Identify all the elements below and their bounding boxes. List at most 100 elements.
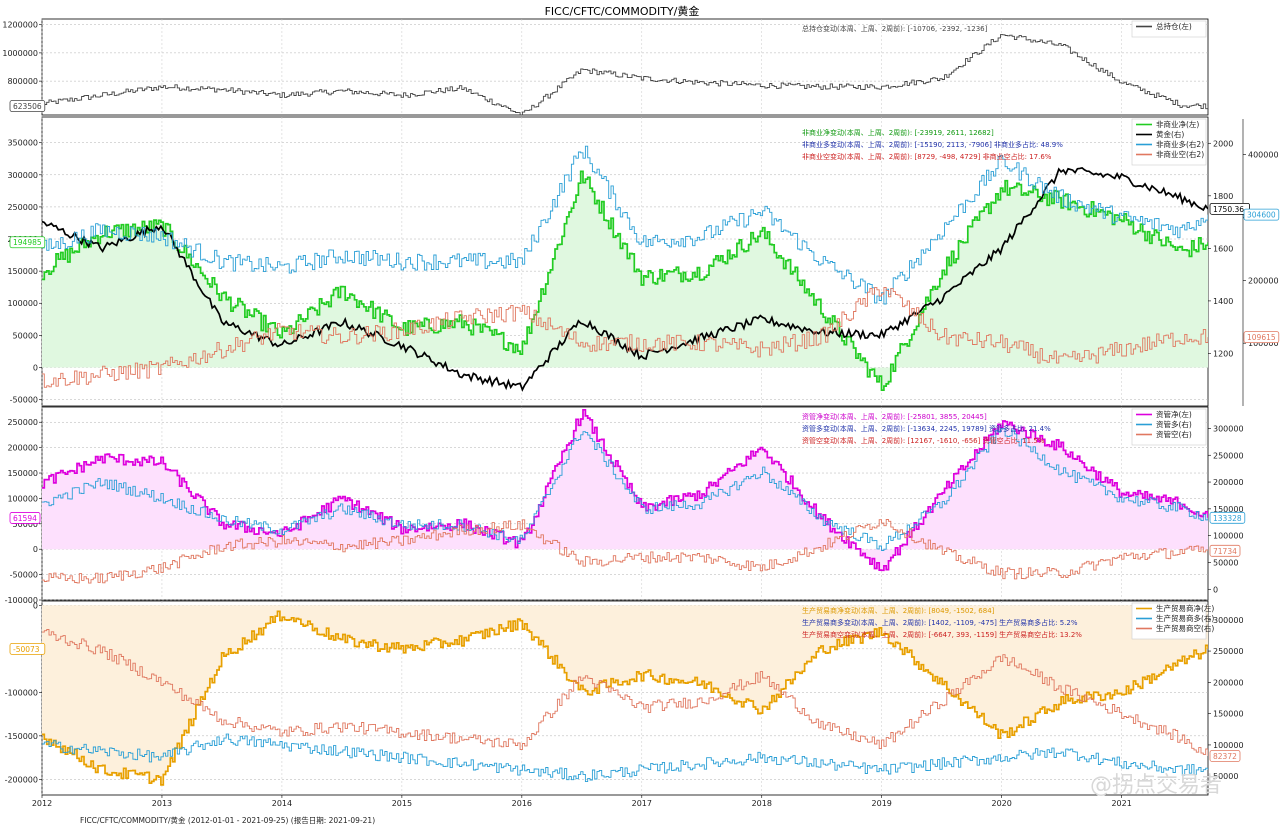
value-badge-box <box>1243 331 1280 344</box>
watermark: @拐点交易者 <box>1090 773 1222 798</box>
panel-open-interest: 1200000 1000000 800000 总持仓变动(本周、上周、2周前): [-… <box>2 18 1209 116</box>
value-badge-label: 71734 <box>1213 547 1237 556</box>
value-badge-label: 304600 <box>1247 211 1276 220</box>
left-tick-label: 350000 <box>7 139 38 148</box>
x-tick-label: 2018 <box>752 799 772 808</box>
right-tick-label: 1800 <box>1213 192 1233 201</box>
panel-annotation: 生产贸易商净变动(本周、上周、2周前): [8049, -1502, 684] <box>802 606 995 615</box>
value-badge: 194985 <box>9 236 46 249</box>
series-group <box>42 145 1208 392</box>
series-line-1-3 <box>42 287 1208 388</box>
left-tick-label: 150000 <box>7 267 38 276</box>
x-tick-label: 2014 <box>272 799 292 808</box>
right-tick-label: 100000 <box>1213 532 1244 541</box>
series-line-2-1 <box>42 428 1208 551</box>
left-tick-label: 250000 <box>7 203 38 212</box>
footer-caption: FICC/CFTC/COMMODITY/黄金 (2012-01-01 - 202… <box>80 815 375 825</box>
legend-label: 黄金(右) <box>1156 129 1184 139</box>
x-tick-label: 2015 <box>392 799 412 808</box>
left-tick-label: -100000 <box>5 596 38 605</box>
value-badge-label: 623506 <box>13 102 42 111</box>
panel-annotation: 资管空变动(本周、上周、2周前): [12167, -1610, -656] 资… <box>802 436 1045 445</box>
series-fill-2 <box>42 409 1208 571</box>
left-tick-label: -150000 <box>5 732 38 741</box>
right-tick-label: 1600 <box>1213 244 1233 253</box>
left-tick-label: 800000 <box>7 77 38 86</box>
series-line-3-1 <box>42 733 1208 783</box>
value-badge-box <box>9 643 46 655</box>
series-line-1-0 <box>42 170 1208 392</box>
right2-tick-label: 200000 <box>1248 276 1279 285</box>
right-tick-label: 150000 <box>1213 710 1244 719</box>
value-badge: -50073 <box>9 643 46 655</box>
right2-tick-label: 100000 <box>1248 339 1279 348</box>
right-tick-label: 2000 <box>1213 139 1233 148</box>
left-tick-label: 1000000 <box>2 49 38 58</box>
left-tick-label: 300000 <box>7 171 38 180</box>
legend-label: 生产贸易商多(右) <box>1156 613 1214 623</box>
left-tick-label: 0 <box>33 545 38 554</box>
panel-annotation: 资管净变动(本周、上周、2周前): [-25801, 3855, 20445] <box>802 412 987 421</box>
right-tick-label: 50000 <box>1213 558 1238 567</box>
left-tick-label: -50000 <box>10 396 38 405</box>
left-tick-label: 200000 <box>7 444 38 453</box>
right-tick-label: 1200 <box>1213 349 1233 358</box>
legend-label: 资管空(右) <box>1156 429 1192 439</box>
panel-annotation: 生产贸易商多变动(本周、上周、2周前): [1402, -1109, -475]… <box>802 618 1078 627</box>
series-line-3-2 <box>42 629 1208 756</box>
legend-noncommercial: 非商业净(左)黄金(右)非商业多(右2)非商业空(右2) <box>1131 118 1207 166</box>
value-badge-label: 1750.36 <box>1213 205 1244 214</box>
legend-box <box>1131 20 1207 38</box>
value-badge: 82372 <box>1209 750 1241 762</box>
series-line-0-0 <box>42 34 1208 115</box>
value-badge-box <box>9 512 41 524</box>
left-tick-label: 0 <box>33 601 38 610</box>
series-fill-3 <box>42 605 1208 785</box>
x-axis: 2012 2013 2014 2015 2016 2017 2018 2019 2020 2021 <box>32 795 1132 808</box>
left-tick-label: 50000 <box>13 520 38 529</box>
value-badge-box <box>1243 208 1280 221</box>
panel-annotation: 资管多变动(本周、上周、2周前): [-13634, 2245, 19789] … <box>802 424 1051 433</box>
value-badge-box <box>1209 750 1241 762</box>
series-group <box>42 605 1208 786</box>
right-tick-label: 1400 <box>1213 297 1233 306</box>
right-tick-label: 50000 <box>1213 772 1238 781</box>
chart-title: FICC/CFTC/COMMODITY/黄金 <box>545 4 700 18</box>
x-tick-label: 2020 <box>991 799 1011 808</box>
right-tick-label: 200000 <box>1213 478 1244 487</box>
panel-annotation: 总持仓变动(本周、上周、2周前): [-10706, -2392, -1236] <box>802 24 988 33</box>
legend-label: 总持仓(左) <box>1156 21 1192 31</box>
right-tick-label: 300000 <box>1213 424 1244 433</box>
value-badge: 109615 <box>1243 331 1280 344</box>
legend-label: 非商业多(右2) <box>1156 139 1204 149</box>
value-badge-box <box>9 100 46 112</box>
left-tick-label: 150000 <box>7 469 38 478</box>
left-tick-label: 250000 <box>7 418 38 427</box>
series-line-2-2 <box>42 519 1208 584</box>
value-badge: 61594 <box>9 512 41 524</box>
right-tick-label: 200000 <box>1213 678 1244 687</box>
panel-annotation: 非商业净变动(本周、上周、2周前): [-23919, 2611, 12682] <box>802 128 994 137</box>
x-tick-label: 2021 <box>1111 799 1131 808</box>
legend-label: 生产贸易商空(右) <box>1156 623 1214 633</box>
value-badge: 133328 <box>1209 511 1246 524</box>
value-badge-box <box>1209 511 1246 524</box>
x-tick-label: 2016 <box>512 799 532 808</box>
left-tick-label: 1200000 <box>2 21 38 30</box>
panel-noncommercial: 350000 300000 250000 200000 150000 100000 5000… <box>7 116 1280 407</box>
left-tick-label: 50000 <box>13 331 38 340</box>
panel-annotation: 生产贸易商空变动(本周、上周、2周前): [-6647, 393, -1159]… <box>802 630 1082 639</box>
panel-annotation: 非商业空变动(本周、上周、2周前): [8729, -498, 4729] 非商… <box>802 152 1052 161</box>
left-tick-label: 0 <box>33 363 38 372</box>
panel-frame <box>41 18 1209 116</box>
series-line-2-0 <box>42 408 1208 572</box>
legend-managed-money: 资管净(左)资管多(右)资管空(右) <box>1131 408 1207 446</box>
series-line-3-0 <box>42 610 1208 786</box>
legend-label: 生产贸易商净(左) <box>1156 603 1214 613</box>
value-badge-label: 133328 <box>1213 514 1242 523</box>
value-badge-label: 82372 <box>1213 752 1237 761</box>
panel-producer: 0-50000-100000-150000-200000300000250000… <box>5 600 1244 796</box>
x-tick-label: 2017 <box>632 799 652 808</box>
